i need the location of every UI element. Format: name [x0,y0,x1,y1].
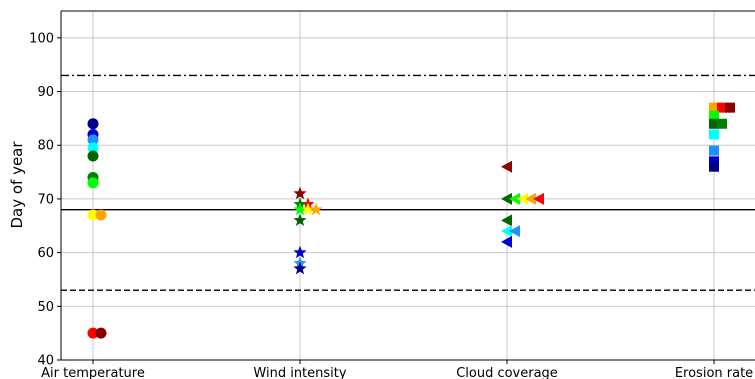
x-tick-label: Cloud coverage [456,366,558,379]
data-point [717,102,727,113]
data-point [87,150,99,162]
data-point [709,145,719,156]
data-point [87,142,99,154]
data-point [301,202,315,216]
data-point [293,261,307,275]
data-point [501,235,512,248]
y-tick-label: 70 [37,192,54,207]
data-point [709,102,719,113]
y-axis-label: Day of year [8,141,26,229]
data-point [501,160,512,173]
data-point [709,156,719,167]
data-point [95,209,107,221]
data-point [293,245,307,259]
y-tick-label: 80 [37,139,54,154]
data-point [533,192,544,205]
series-circle [87,118,107,339]
data-point [709,110,719,121]
data-point [309,202,323,216]
series-triangle-left [501,160,544,248]
data-point [293,186,307,200]
data-point [501,225,512,238]
data-point [509,225,520,238]
data-point [725,102,735,113]
data-point [293,213,307,227]
data-point [87,209,99,221]
data-point [293,202,307,216]
data-point [509,192,520,205]
data-point [709,129,719,140]
series-star [293,186,323,275]
x-tick-label: Erosion rate [675,366,753,379]
data-point [717,118,727,129]
x-tick-label: Air temperature [41,366,145,379]
reference-lines [61,74,755,291]
data-point [87,118,99,130]
data-points [87,102,735,339]
y-tick-label: 100 [29,31,54,46]
data-point [501,214,512,227]
data-point [525,192,536,205]
series-square [709,102,735,172]
y-tick-label: 90 [37,85,54,100]
data-point [87,134,99,146]
x-tick-label: Wind intensity [253,366,346,379]
axes: 40 50 60 70 80 90 100 Air temperature Wind inten… [29,10,755,379]
data-point [95,327,107,339]
data-point [501,192,512,205]
data-point [87,327,99,339]
data-point [709,161,719,172]
y-tick-label: 60 [37,246,54,261]
y-tick-label: 50 [37,300,54,315]
data-point [517,192,528,205]
data-point [709,118,719,129]
data-point [87,177,99,189]
grid-layer [61,11,755,361]
y-tick-label: 40 [37,354,54,369]
